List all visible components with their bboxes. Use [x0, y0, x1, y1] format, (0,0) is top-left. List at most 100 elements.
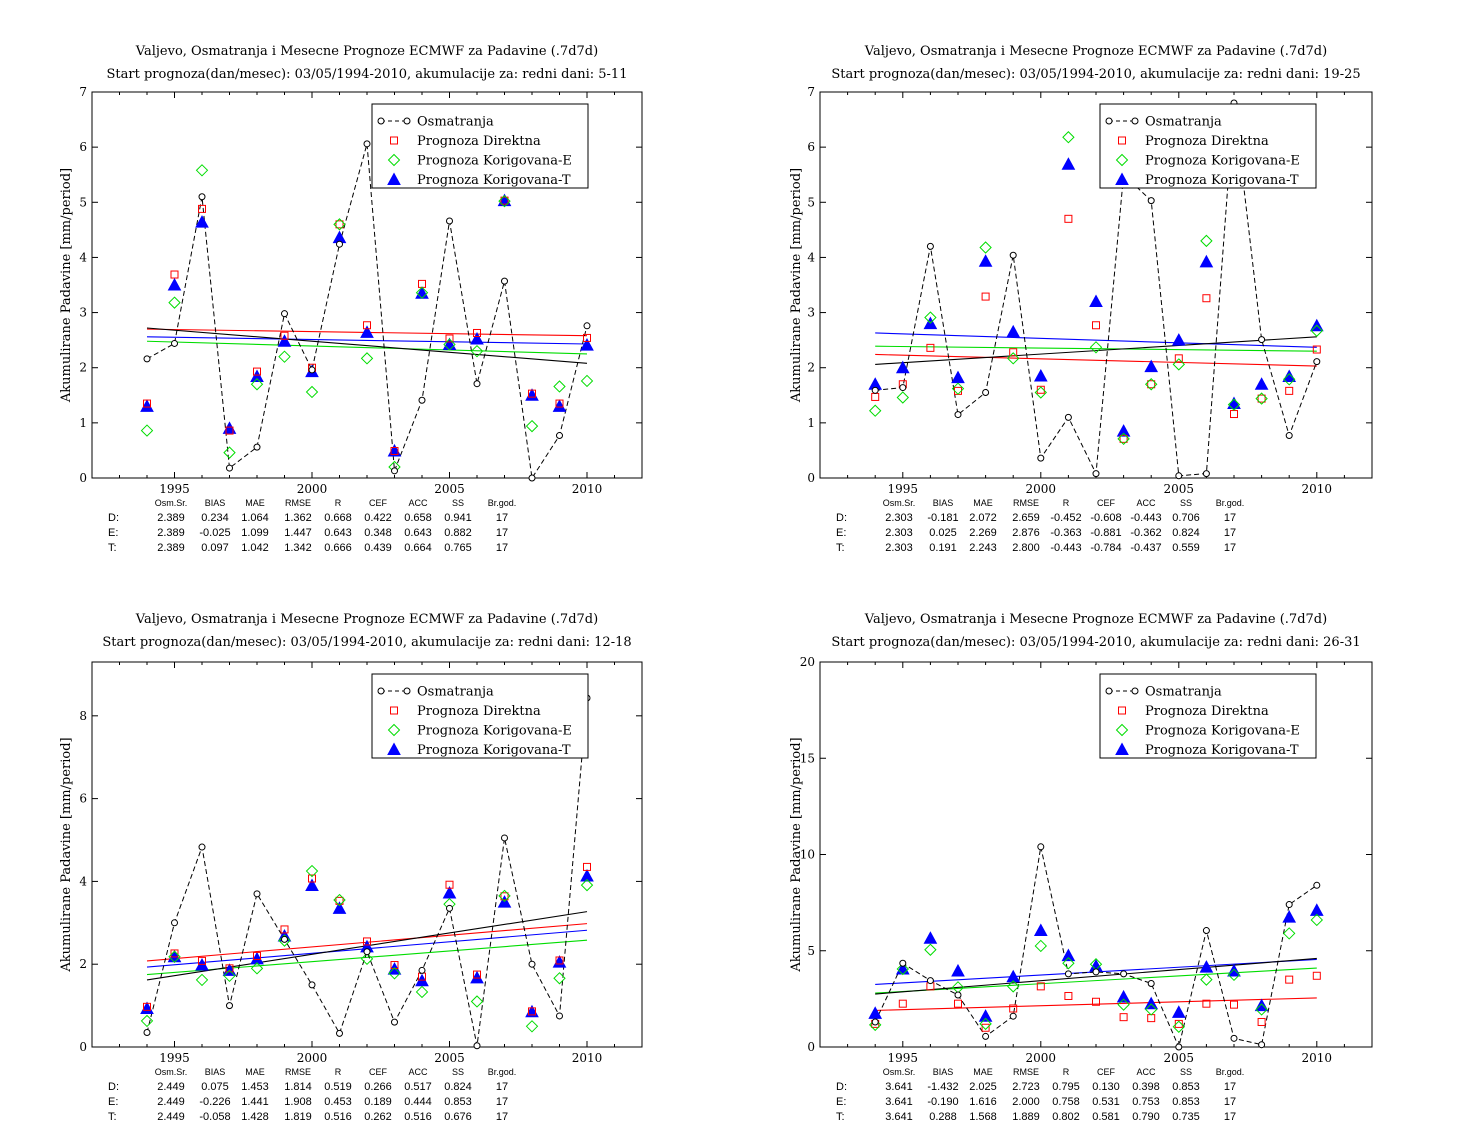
x-tick-label: 2005 [434, 1051, 465, 1065]
data-point-s4 [140, 1001, 154, 1014]
data-point-s2 [926, 343, 935, 352]
x-tick-label: 2010 [1302, 1051, 1333, 1065]
trend-line-3 [875, 345, 1317, 352]
data-point-s1 [1285, 901, 1293, 909]
data-point-s3 [525, 419, 539, 433]
data-point-s2 [445, 880, 454, 889]
data-point-s1 [926, 977, 934, 985]
stats-cell: 0.444 [404, 1096, 432, 1108]
data-point-s3 [1144, 1003, 1158, 1016]
legend-entry: Osmatranja [1145, 685, 1222, 700]
observed-line [146, 143, 588, 478]
legend-entry: Prognoza Korigovana-E [1145, 154, 1300, 169]
legend-marker [377, 687, 385, 695]
legend-entry: Prognoza Direktna [1145, 134, 1269, 149]
y-tick-label: 5 [79, 195, 87, 209]
stats-cell: 0.559 [1172, 542, 1200, 554]
stats-cell: 0.668 [324, 512, 352, 524]
data-point-s4 [1061, 948, 1076, 962]
stats-cell: 0.802 [1052, 1111, 1080, 1123]
stats-cell: 2.243 [969, 542, 997, 554]
data-point-s2 [280, 331, 289, 340]
data-point-s4 [1116, 989, 1131, 1003]
data-point-s4 [1116, 424, 1131, 437]
data-point-s3 [1227, 968, 1241, 982]
chart-subtitle: Start prognoza(dan/mesec): 03/05/1994-20… [107, 67, 628, 82]
stats-header-cell: Br.god. [488, 1067, 517, 1077]
y-tick-label: 7 [807, 85, 815, 99]
data-point-s2 [1202, 999, 1211, 1008]
y-tick-label: 5 [807, 195, 815, 209]
stats-cell: 1.362 [284, 512, 312, 524]
legend-marker [403, 117, 411, 125]
stats-header-cell: Br.god. [488, 498, 517, 508]
stats-row-label: D: [836, 1081, 847, 1093]
data-point-s2 [225, 964, 234, 973]
stats-cell: 0.758 [1052, 1096, 1080, 1108]
data-point-s3 [1006, 352, 1020, 365]
data-point-s2 [1147, 1014, 1156, 1023]
data-point-s3 [470, 995, 484, 1008]
data-point-s1 [1175, 1043, 1183, 1051]
data-point-s1 [336, 240, 343, 248]
data-point-s3 [1255, 1003, 1268, 1016]
data-point-s4 [1199, 960, 1214, 973]
data-point-s3 [278, 350, 291, 363]
stats-cell: 2.389 [157, 542, 185, 554]
x-tick-label: 1995 [888, 1051, 919, 1065]
data-point-s3 [305, 864, 319, 878]
data-point-s3 [498, 889, 511, 903]
data-point-s1 [1037, 454, 1045, 462]
stats-cell: 0.531 [1092, 1096, 1120, 1108]
data-point-s2 [1174, 1019, 1183, 1028]
data-point-s3 [498, 194, 511, 208]
chart-subtitle: Start prognoza(dan/mesec): 03/05/1994-20… [831, 635, 1360, 650]
legend-marker [1115, 742, 1129, 755]
stats-cell: 1.908 [284, 1096, 312, 1108]
stats-cell: 2.659 [1012, 512, 1040, 524]
data-point-s2 [1119, 1013, 1128, 1022]
data-point-s4 [895, 360, 910, 374]
stats-cell: 17 [496, 542, 508, 554]
data-point-s2 [500, 892, 509, 901]
data-point-s2 [1092, 321, 1100, 330]
chart-panel-2: Valjevo, Osmatranja i Mesecne Prognoze E… [789, 44, 1373, 554]
y-tick-label: 6 [79, 792, 87, 806]
x-tick-label: 2005 [1164, 482, 1195, 496]
stats-cell: 0.790 [1132, 1111, 1160, 1123]
legend-entry: Prognoza Korigovana-E [417, 724, 572, 739]
stats-cell: 0.824 [1172, 527, 1200, 539]
data-point-s1 [473, 380, 481, 388]
y-axis-label: Akumulirane Padavine [mm/period] [789, 168, 804, 403]
chart-panel-3: Valjevo, Osmatranja i Mesecne Prognoze E… [59, 612, 643, 1123]
stats-header-cell: MAE [973, 498, 993, 508]
stats-cell: 2.303 [885, 527, 913, 539]
data-point-s3 [415, 985, 429, 999]
trend-line-3 [146, 340, 588, 355]
stats-cell: 0.795 [1052, 1081, 1080, 1093]
stats-cell: 17 [1224, 1096, 1236, 1108]
observed-line [146, 697, 588, 1046]
y-tick-label: 20 [800, 655, 815, 669]
stats-header-cell: R [1063, 498, 1070, 508]
stats-cell: 1.447 [284, 527, 312, 539]
data-point-s3 [140, 1014, 154, 1028]
stats-cell: 2.269 [969, 527, 997, 539]
legend-marker [1105, 117, 1113, 125]
trend-line-4 [146, 336, 588, 345]
y-tick-label: 0 [807, 471, 815, 485]
data-point-s2 [954, 999, 962, 1008]
stats-cell: 0.706 [1172, 512, 1200, 524]
data-point-s1 [954, 991, 962, 999]
data-point-s4 [332, 901, 347, 914]
data-point-s1 [363, 948, 371, 956]
stats-cell: 2.876 [1012, 527, 1040, 539]
chart-subtitle: Start prognoza(dan/mesec): 03/05/1994-20… [102, 635, 631, 650]
trend-line-1 [146, 327, 588, 364]
chart-subtitle: Start prognoza(dan/mesec): 03/05/1994-20… [831, 67, 1360, 82]
y-tick-label: 6 [807, 140, 815, 154]
legend-entry: Prognoza Korigovana-E [417, 154, 572, 169]
data-point-s1 [308, 366, 316, 374]
stats-cell: 17 [496, 527, 508, 539]
